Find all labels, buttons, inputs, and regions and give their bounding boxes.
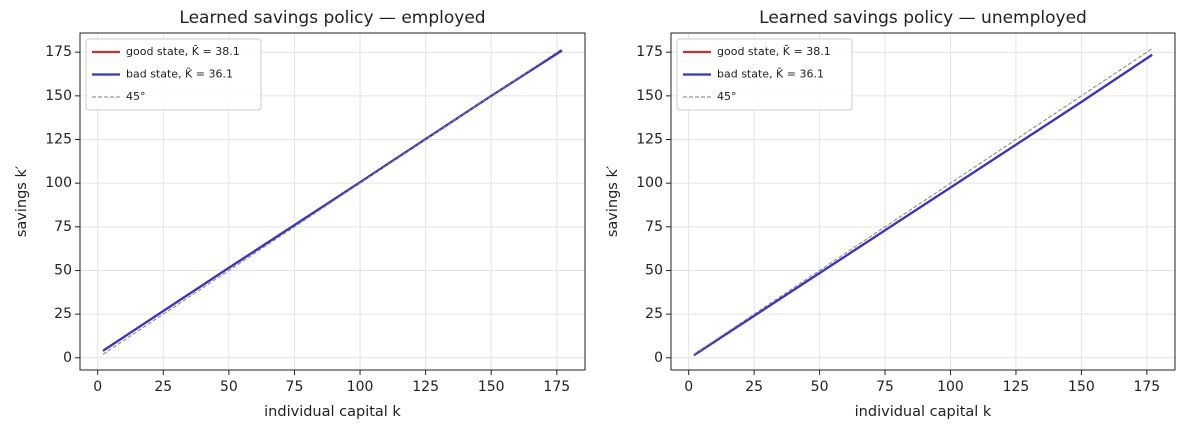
- chart-title: Learned savings policy — unemployed: [759, 8, 1087, 28]
- y-tick-label: 100: [636, 175, 663, 191]
- y-tick-label: 150: [636, 88, 663, 104]
- chart-title: Learned savings policy — employed: [179, 8, 485, 28]
- y-tick-label: 50: [645, 262, 663, 278]
- x-tick-label: 75: [876, 379, 894, 395]
- legend-label: bad state, K̄ = 36.1: [717, 67, 824, 80]
- axes-frame: [670, 32, 1176, 371]
- x-tick-label: 150: [1068, 379, 1095, 395]
- y-tick-label: 175: [636, 44, 663, 60]
- x-tick-label: 125: [412, 379, 439, 395]
- x-tick-label: 0: [684, 379, 693, 395]
- legend-box: [676, 38, 853, 111]
- series-line: [693, 48, 1153, 355]
- series-line: [102, 48, 563, 355]
- series-line: [693, 53, 1153, 357]
- x-tick-label: 175: [543, 379, 570, 395]
- y-axis-label: savings k′: [14, 166, 30, 237]
- y-tick-label: 175: [45, 44, 72, 60]
- x-tick-label: 150: [478, 379, 505, 395]
- legend-box: [85, 38, 262, 111]
- x-axis-label: individual capital k: [264, 404, 401, 420]
- y-tick-label: 25: [645, 306, 663, 322]
- x-tick-label: 175: [1133, 379, 1160, 395]
- x-tick-label: 25: [745, 379, 763, 395]
- x-tick-label: 50: [220, 379, 238, 395]
- legend-label: bad state, K̄ = 36.1: [126, 67, 233, 80]
- y-axis-label: savings k′: [605, 166, 621, 237]
- x-tick-label: 100: [347, 379, 374, 395]
- y-tick-label: 50: [54, 262, 72, 278]
- legend-label: 45°: [126, 90, 146, 103]
- y-tick-label: 125: [636, 132, 663, 148]
- x-tick-label: 125: [1003, 379, 1030, 395]
- x-tick-label: 50: [811, 379, 829, 395]
- axes-frame: [79, 32, 586, 371]
- x-tick-label: 75: [286, 379, 304, 395]
- y-tick-label: 125: [45, 132, 72, 148]
- y-tick-label: 75: [645, 219, 663, 235]
- y-tick-label: 150: [45, 88, 72, 104]
- legend-label: 45°: [717, 90, 737, 103]
- x-tick-label: 0: [93, 379, 102, 395]
- legend-label: good state, K̄ = 38.1: [717, 45, 831, 58]
- x-tick-label: 25: [154, 379, 172, 395]
- y-tick-label: 75: [54, 219, 72, 235]
- x-tick-label: 100: [937, 379, 964, 395]
- x-axis-label: individual capital k: [855, 404, 992, 420]
- y-tick-label: 0: [654, 350, 663, 366]
- y-tick-label: 25: [54, 306, 72, 322]
- y-tick-label: 0: [63, 350, 72, 366]
- y-tick-label: 100: [45, 175, 72, 191]
- legend-label: good state, K̄ = 38.1: [126, 45, 240, 58]
